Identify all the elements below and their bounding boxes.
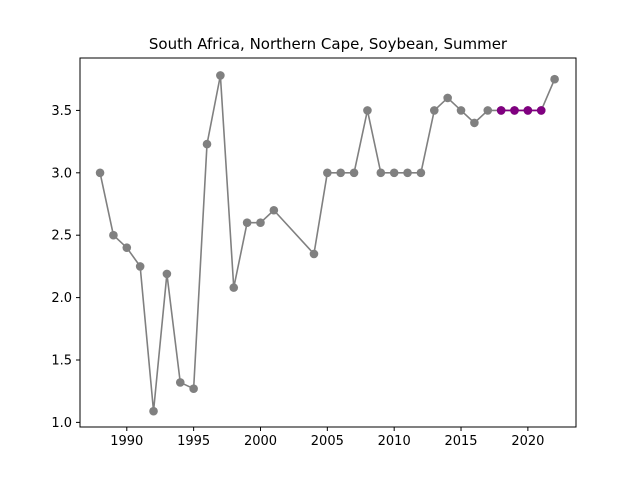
data-point <box>496 106 506 115</box>
data-point <box>363 106 372 115</box>
data-point <box>189 384 198 393</box>
data-point <box>95 168 105 178</box>
x-tick-label: 2015 <box>444 434 477 449</box>
x-tick-label: 1990 <box>110 434 143 449</box>
data-point <box>109 230 118 240</box>
data-point <box>456 106 466 115</box>
y-tick-label: 3.0 <box>51 166 72 181</box>
data-point <box>510 106 519 115</box>
y-tick-label: 2.5 <box>51 229 72 244</box>
x-tick-label: 2005 <box>311 434 344 449</box>
data-point <box>242 218 252 228</box>
series-layer <box>95 71 559 416</box>
x-tick-label: 2000 <box>244 434 277 449</box>
x-tick-label: 1995 <box>177 434 210 449</box>
data-point <box>483 106 493 115</box>
data-point <box>443 93 452 103</box>
plot-area <box>79 57 577 428</box>
data-point <box>376 168 386 178</box>
data-point <box>162 269 172 279</box>
data-point <box>202 139 212 149</box>
y-tick-label: 2.0 <box>51 291 72 306</box>
y-tick-label: 1.5 <box>51 353 72 368</box>
data-point <box>309 249 319 259</box>
data-point <box>135 262 145 271</box>
data-point <box>323 168 332 178</box>
x-tick-label: 2010 <box>378 434 411 449</box>
data-point <box>429 106 439 115</box>
data-point <box>470 118 479 128</box>
series-1 <box>95 71 559 416</box>
data-point <box>175 378 185 387</box>
plot-frame <box>79 57 577 428</box>
data-point <box>122 243 132 252</box>
y-tick-label: 3.5 <box>51 104 72 119</box>
data-point <box>389 168 399 178</box>
data-point <box>403 168 412 178</box>
x-tick-label: 2020 <box>511 434 544 449</box>
data-point <box>229 283 239 292</box>
data-point <box>416 168 426 178</box>
series-line <box>99 74 556 412</box>
series-2 <box>496 106 546 115</box>
data-point <box>550 74 559 84</box>
data-point <box>536 106 546 115</box>
data-point <box>336 168 346 178</box>
y-tick-label: 1.0 <box>51 416 72 431</box>
data-point <box>523 106 533 115</box>
data-point <box>149 406 158 416</box>
data-point <box>256 218 265 228</box>
chart-title: South Africa, Northern Cape, Soybean, Su… <box>149 35 508 53</box>
y-axis: 1.0 1.5 2.0 2.5 3.0 3.5 <box>51 104 80 431</box>
x-axis: 1990 1995 2000 2005 2010 2015 2020 <box>110 427 544 449</box>
data-point <box>216 71 225 80</box>
data-point <box>349 168 359 178</box>
data-point <box>269 205 279 215</box>
